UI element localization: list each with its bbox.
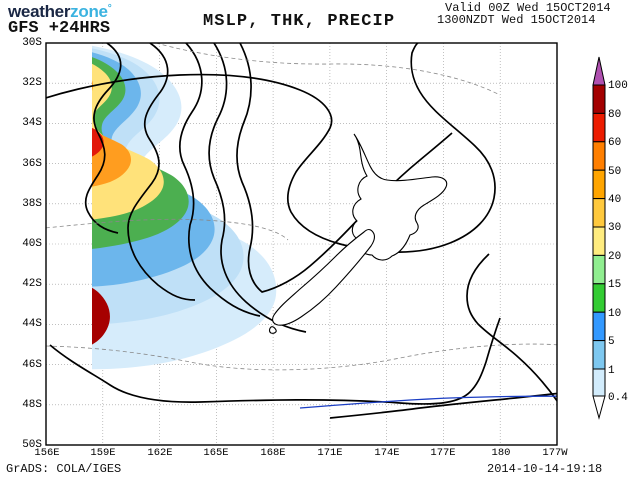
svg-text:1: 1 (608, 365, 615, 377)
svg-text:80: 80 (608, 109, 621, 121)
svg-text:10: 10 (608, 308, 621, 320)
svg-text:30: 30 (608, 222, 621, 234)
svg-text:60: 60 (608, 137, 621, 149)
svg-text:100: 100 (608, 80, 628, 92)
svg-text:40: 40 (608, 194, 621, 206)
svg-text:15: 15 (608, 279, 621, 291)
svg-text:5: 5 (608, 336, 615, 348)
svg-text:0.4: 0.4 (608, 392, 628, 404)
svg-text:50: 50 (608, 166, 621, 178)
svg-text:20: 20 (608, 251, 621, 263)
